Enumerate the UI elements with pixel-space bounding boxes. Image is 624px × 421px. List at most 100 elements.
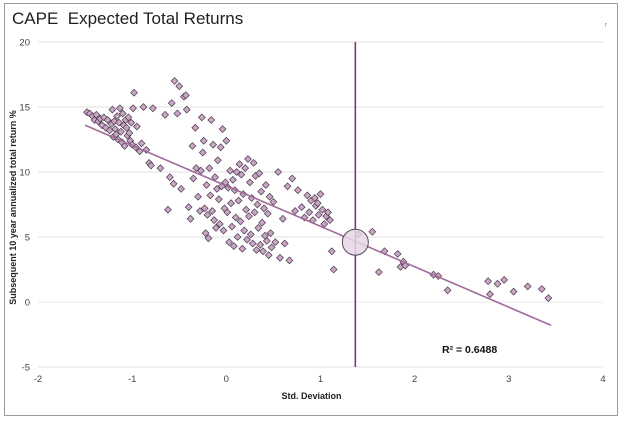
data-point [327, 247, 336, 256]
data-point [167, 99, 176, 107]
data-point [259, 247, 267, 256]
data-point [177, 185, 186, 193]
data-point [245, 212, 253, 221]
data-point [98, 121, 106, 130]
data-point [196, 207, 204, 215]
data-point [252, 246, 261, 254]
data-point [229, 175, 237, 184]
gridlines [38, 41, 603, 368]
data-point [209, 140, 218, 149]
data-point [125, 129, 134, 137]
y-tick-label: 15 [19, 103, 30, 114]
data-point [537, 285, 546, 293]
data-point [189, 174, 198, 183]
data-point [165, 173, 174, 182]
data-point [206, 191, 215, 200]
data-point [250, 208, 259, 217]
data-point [212, 224, 220, 232]
data-point [238, 244, 247, 253]
data-point [291, 207, 299, 215]
data-point [229, 242, 238, 250]
data-point [318, 205, 327, 214]
data-point [213, 185, 221, 193]
data-point [242, 205, 251, 214]
data-point [283, 182, 292, 191]
data-point [127, 118, 136, 127]
r-squared-label: R² = 0.6488 [442, 344, 497, 356]
data-point [326, 216, 334, 224]
data-point [237, 170, 246, 179]
data-point [276, 253, 284, 262]
data-point [523, 282, 532, 291]
data-point [118, 109, 127, 118]
y-tick-label: -5 [22, 363, 30, 374]
data-point [116, 104, 124, 113]
data-point [368, 227, 377, 236]
data-point [288, 174, 297, 183]
data-point [198, 148, 207, 157]
data-point [329, 265, 338, 274]
data-point [184, 203, 193, 211]
x-tick-label: 4 [600, 374, 605, 385]
data-point [181, 91, 190, 100]
data-point [228, 222, 236, 231]
data-point [169, 179, 178, 188]
data-point [263, 209, 272, 218]
data-point [285, 256, 294, 265]
data-point [222, 136, 231, 145]
data-point [278, 214, 287, 223]
data-points [83, 77, 553, 302]
data-point [233, 233, 242, 241]
data-point [255, 169, 264, 178]
data-point [122, 123, 131, 132]
data-point [202, 181, 211, 189]
data-point [267, 243, 276, 252]
data-point [219, 226, 228, 235]
data-point [500, 276, 509, 284]
data-point [116, 127, 125, 136]
data-point [303, 191, 312, 200]
data-point [192, 164, 201, 172]
data-point [316, 190, 325, 198]
data-point [266, 229, 275, 237]
data-point [197, 113, 206, 122]
data-point [254, 224, 263, 232]
data-point [137, 139, 146, 148]
data-point [274, 168, 283, 176]
y-axis-title: Subsequent 10 year annualized total retu… [8, 110, 18, 305]
data-point [100, 113, 108, 122]
data-point [261, 181, 270, 189]
data-point [188, 142, 197, 150]
data-point [374, 268, 383, 276]
data-point [241, 164, 250, 172]
data-point [199, 136, 208, 145]
data-point [484, 277, 493, 286]
corner-mark: ↑ [604, 22, 608, 29]
data-point [124, 113, 133, 122]
chart-title: CAPE Expected Total Returns [12, 9, 244, 28]
data-point [256, 240, 265, 249]
data-point [493, 279, 502, 288]
data-point [544, 294, 553, 302]
data-point [231, 213, 240, 222]
data-point [175, 82, 184, 91]
data-point [258, 218, 267, 227]
y-tick-label: 5 [25, 233, 30, 244]
data-point [249, 159, 258, 167]
data-point [314, 211, 323, 219]
highlight-circle [341, 228, 369, 256]
data-point [161, 110, 170, 119]
data-point [443, 286, 452, 295]
x-axis-title: Std. Deviation [281, 391, 341, 401]
data-point [280, 239, 289, 248]
x-tick-label: -2 [34, 374, 42, 385]
data-point [201, 229, 210, 237]
data-point [205, 164, 214, 172]
data-point [294, 186, 302, 195]
data-point [226, 166, 234, 175]
data-point [156, 164, 165, 172]
data-point [245, 178, 254, 187]
data-point [227, 199, 235, 208]
data-point [260, 204, 268, 213]
